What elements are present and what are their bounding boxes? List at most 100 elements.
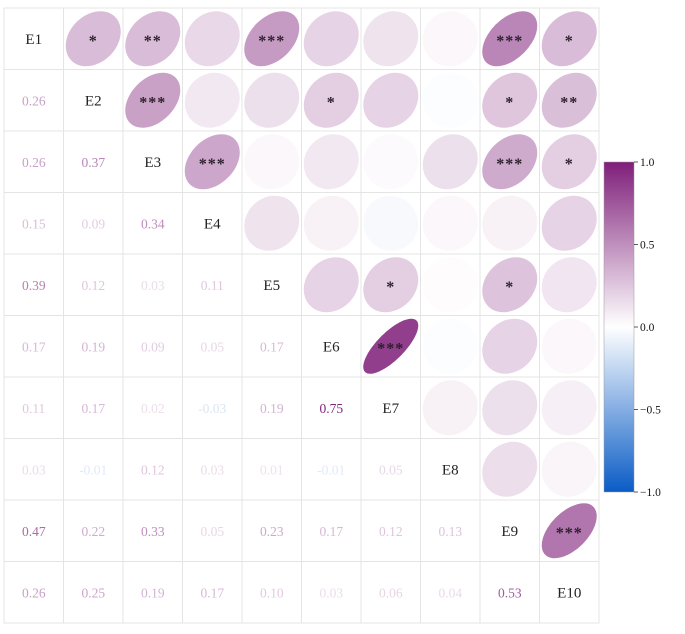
coefficient-label: 0.05 [379, 462, 403, 477]
correlation-ellipse [244, 134, 300, 190]
significance-stars: *** [258, 33, 285, 50]
coefficient-label: 0.12 [379, 524, 403, 539]
significance-stars: *** [556, 525, 583, 542]
diagonal-label-e10: E10 [557, 585, 581, 601]
matrix-cell [3, 561, 64, 624]
coefficient-label: 0.06 [379, 585, 403, 600]
colorbar [603, 161, 635, 493]
coefficient-label: 0.09 [81, 216, 105, 231]
colorbar-tick-label: −0.5 [640, 405, 661, 417]
diagonal-label-e7: E7 [382, 401, 399, 417]
colorbar-tick-label: −1.0 [640, 487, 661, 499]
matrix-cell [63, 438, 124, 501]
correlation-ellipse [184, 134, 240, 190]
correlation-ellipse [541, 195, 597, 251]
matrix-cell [241, 499, 302, 562]
colorbar-tick-label: 0.5 [640, 240, 655, 252]
correlation-ellipse [422, 380, 478, 436]
colorbar-tick-label: 1.0 [640, 157, 655, 169]
coefficient-label: 0.11 [22, 401, 45, 416]
diagonal-label-e8: E8 [442, 462, 459, 478]
colorbar-tick-label: 0.0 [640, 322, 655, 334]
matrix-cell [63, 499, 124, 562]
correlation-ellipse [541, 318, 597, 374]
diagonal-label-e9: E9 [501, 524, 518, 540]
coefficient-label: 0.17 [319, 524, 343, 539]
matrix-cell [122, 315, 183, 378]
matrix-cell [3, 499, 64, 562]
correlation-ellipse [541, 257, 597, 313]
coefficient-label: -0.01 [317, 462, 345, 477]
coefficient-label: 0.53 [498, 585, 522, 600]
correlation-ellipse [541, 503, 597, 559]
matrix-cell [3, 7, 64, 70]
correlation-ellipse [482, 318, 538, 374]
correlation-ellipse [184, 11, 240, 67]
significance-stars: *** [199, 156, 226, 173]
correlation-ellipse [363, 11, 419, 67]
correlation-ellipse [482, 441, 538, 497]
correlation-ellipse [541, 441, 597, 497]
matrix-cell [122, 561, 183, 624]
matrix-cell [360, 376, 421, 439]
correlation-ellipse [244, 11, 300, 67]
matrix-cell [182, 376, 243, 439]
diagonal-label-e5: E5 [263, 278, 280, 294]
coefficient-label: 0.12 [141, 462, 165, 477]
coefficient-label: 0.75 [319, 401, 343, 416]
coefficient-label: 0.19 [141, 585, 165, 600]
correlation-ellipse [125, 72, 181, 128]
coefficient-label: 0.01 [260, 462, 284, 477]
coefficient-label: 0.09 [141, 339, 165, 354]
coefficient-label: 0.12 [81, 278, 105, 293]
matrix-cell [420, 438, 481, 501]
coefficient-label: 0.05 [200, 524, 224, 539]
coefficient-label: 0.25 [81, 585, 105, 600]
correlation-ellipse [482, 257, 538, 313]
matrix-cell [3, 192, 64, 255]
diagonal-label-e2: E2 [85, 93, 102, 109]
significance-stars: * [327, 94, 336, 111]
matrix-cell [182, 499, 243, 562]
coefficient-label: 0.17 [81, 401, 105, 416]
matrix-cell [241, 315, 302, 378]
coefficient-label: 0.26 [22, 155, 46, 170]
matrix-cell [420, 561, 481, 624]
coefficient-label: 0.34 [141, 216, 165, 231]
correlation-ellipse [541, 72, 597, 128]
coefficient-label: 0.02 [141, 401, 165, 416]
correlation-ellipse [244, 195, 300, 251]
coefficient-label: 0.03 [200, 462, 224, 477]
correlation-ellipse [422, 72, 478, 128]
significance-stars: * [565, 156, 574, 173]
matrix-cell [3, 130, 64, 193]
correlation-ellipse [303, 195, 359, 251]
correlation-ellipse [422, 195, 478, 251]
correlation-ellipse [303, 257, 359, 313]
matrix-cell [479, 499, 540, 562]
matrix-cell [63, 130, 124, 193]
coefficient-label: 0.26 [22, 93, 46, 108]
coefficient-label: 0.26 [22, 585, 46, 600]
matrix-cell [3, 315, 64, 378]
coefficient-label: 0.47 [22, 524, 46, 539]
matrix-cell [122, 130, 183, 193]
matrix-cell [182, 438, 243, 501]
matrix-cell [122, 253, 183, 316]
matrix-cell [241, 561, 302, 624]
diagonal-label-e1: E1 [25, 32, 42, 48]
correlation-ellipse [363, 318, 419, 374]
matrix-cell [301, 376, 362, 439]
matrix-cell [241, 253, 302, 316]
correlation-ellipse [541, 380, 597, 436]
coefficient-label: 0.11 [201, 278, 224, 293]
matrix-cell [63, 69, 124, 132]
correlation-ellipse [422, 134, 478, 190]
coefficient-label: -0.01 [79, 462, 107, 477]
coefficient-label: 0.03 [319, 585, 343, 600]
matrix-cell [301, 438, 362, 501]
significance-stars: * [386, 279, 395, 296]
significance-stars: *** [139, 94, 166, 111]
diagonal-label-e4: E4 [204, 216, 221, 232]
